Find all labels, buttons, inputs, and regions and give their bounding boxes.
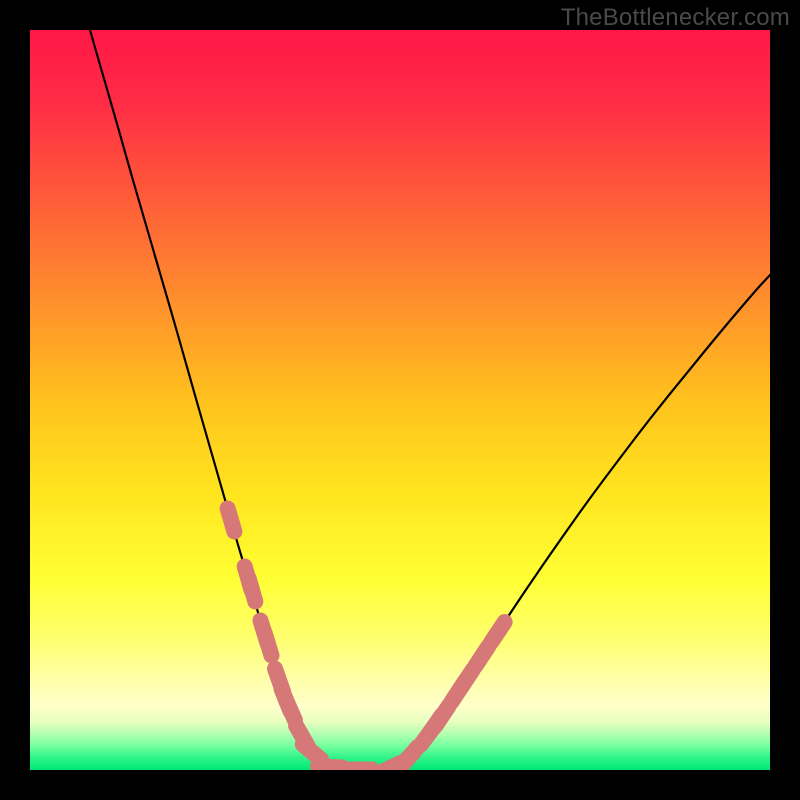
bottleneck-curve <box>90 30 770 770</box>
curve-marker <box>318 766 342 767</box>
curve-marker <box>475 646 488 666</box>
curve-marker <box>459 670 472 690</box>
curve-marker <box>264 633 271 656</box>
plot-area <box>30 30 770 770</box>
curve-marker <box>249 578 256 601</box>
curve-marker <box>491 622 504 642</box>
markers-group <box>228 508 505 770</box>
curve-marker <box>228 508 235 531</box>
image-frame: TheBottlenecker.com <box>0 0 800 800</box>
curve-group <box>90 30 770 770</box>
bottleneck-curve-svg <box>30 30 770 770</box>
watermark-text: TheBottlenecker.com <box>561 4 790 32</box>
curve-marker <box>285 698 295 720</box>
curve-marker <box>303 744 321 759</box>
curve-marker <box>435 706 448 726</box>
